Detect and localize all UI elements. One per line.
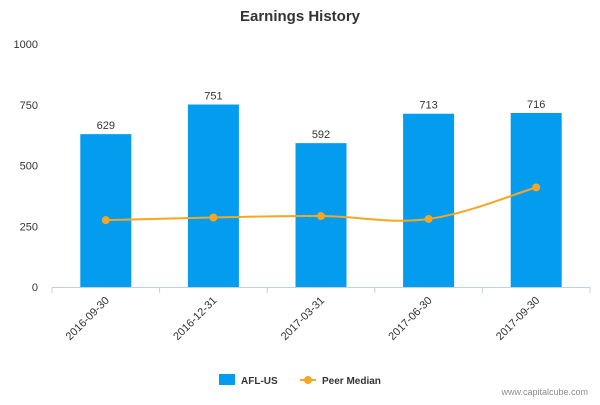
y-axis: 0 250 500 750 1000 bbox=[14, 39, 38, 294]
x-tick-label: 2017-06-30 bbox=[386, 295, 434, 343]
peer-median-point-2017-06-30[interactable] bbox=[424, 214, 433, 223]
x-tick-label: 2016-12-31 bbox=[171, 295, 219, 343]
bar-series: 629 751 592 713 716 bbox=[80, 91, 562, 288]
credit-text: www.capitalcube.com bbox=[500, 387, 588, 397]
y-tick-label: 0 bbox=[32, 282, 38, 294]
bar-data-label: 629 bbox=[97, 120, 115, 132]
x-tick-label: 2016-09-30 bbox=[64, 295, 112, 343]
x-tick-label: 2017-09-30 bbox=[494, 295, 542, 343]
y-tick-label: 1000 bbox=[14, 39, 38, 51]
x-axis: 2016-09-30 2016-12-31 2017-03-31 2017-06-30… bbox=[51, 287, 591, 343]
legend-bar-swatch bbox=[219, 374, 235, 385]
bar-2016-09-30[interactable] bbox=[80, 134, 132, 287]
bar-data-label: 592 bbox=[312, 129, 330, 141]
chart-title: Earnings History bbox=[240, 8, 361, 25]
y-tick-label: 500 bbox=[20, 161, 38, 173]
peer-median-point-2017-03-31[interactable] bbox=[317, 212, 325, 221]
y-tick-label: 250 bbox=[20, 221, 38, 233]
bar-data-label: 716 bbox=[527, 99, 545, 111]
peer-median-point-2017-09-30[interactable] bbox=[532, 183, 541, 192]
legend-label-peer-median[interactable]: Peer Median bbox=[322, 376, 381, 387]
bar-data-label: 751 bbox=[204, 91, 222, 103]
legend-marker-icon bbox=[304, 376, 312, 384]
y-tick-label: 750 bbox=[20, 100, 38, 112]
legend-label-afl[interactable]: AFL-US bbox=[241, 376, 278, 387]
legend: AFL-US Peer Median bbox=[219, 374, 381, 387]
bar-data-label: 713 bbox=[419, 100, 437, 112]
peer-median-point-2016-12-31[interactable] bbox=[209, 213, 218, 222]
bar-2017-06-30[interactable] bbox=[403, 113, 455, 287]
line-series bbox=[101, 183, 541, 225]
peer-median-point-2016-09-30[interactable] bbox=[101, 216, 110, 225]
bar-2017-09-30[interactable] bbox=[510, 113, 562, 288]
x-tick-label: 2017-03-31 bbox=[279, 295, 327, 343]
bar-2016-12-31[interactable] bbox=[187, 104, 239, 287]
